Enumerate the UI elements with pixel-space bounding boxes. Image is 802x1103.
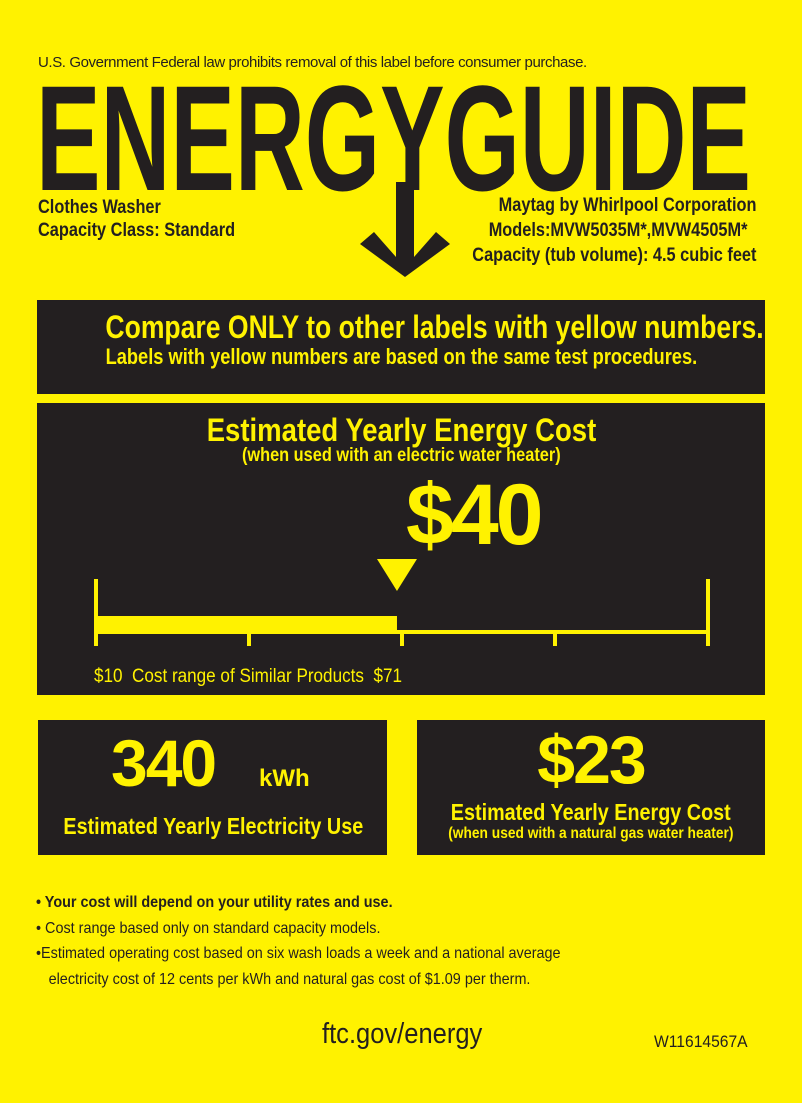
scale-line [96, 630, 708, 634]
scale-tick [553, 633, 557, 646]
gas-cost-box: $23 Estimated Yearly Energy Cost (when u… [417, 720, 765, 855]
compare-line2: Labels with yellow numbers are based on … [105, 344, 697, 369]
gas-cost-subtitle: (when used with a natural gas water heat… [448, 825, 734, 842]
kwh-unit: kWh [259, 765, 310, 792]
capacity-class: Capacity Class: Standard [38, 220, 236, 241]
electricity-box: 340 kWh Estimated Yearly Electricity Use [38, 720, 387, 855]
range-min-label: $10 [94, 666, 123, 687]
main-cost-box: Estimated Yearly Energy Cost (when used … [37, 403, 765, 695]
label-code: W11614567A [654, 1032, 748, 1051]
compare-line1: Compare ONLY to other labels with yellow… [105, 309, 764, 345]
arrow-down-icon [360, 182, 450, 277]
cost-marker-triangle [376, 559, 417, 591]
scale-end-min [94, 579, 98, 646]
note-2: • Cost range based only on standard capa… [36, 919, 381, 937]
gas-cost-value: $23 [537, 722, 646, 798]
main-cost-title: Estimated Yearly Energy Cost [206, 412, 596, 448]
models: Models:MVW5035M*,MVW4505M* [488, 220, 747, 241]
note-3: •Estimated operating cost based on six w… [36, 945, 561, 962]
cost-range-scale [94, 559, 710, 646]
scale-fill [96, 616, 397, 633]
kwh-value: 340 [111, 726, 217, 800]
compare-box: Compare ONLY to other labels with yellow… [37, 300, 765, 394]
manufacturer: Maytag by Whirlpool Corporation [498, 195, 756, 216]
electricity-label: Estimated Yearly Electricity Use [63, 813, 364, 839]
note-4: electricity cost of 12 cents per kWh and… [48, 970, 531, 988]
range-label: Cost range of Similar Products [132, 666, 364, 687]
scale-tick [247, 633, 251, 646]
main-cost-value: $40 [406, 467, 543, 563]
ftc-url[interactable]: ftc.gov/energy [322, 1018, 483, 1050]
logo-text: ENERGYGUIDE [36, 82, 751, 222]
legal-notice: U.S. Government Federal law prohibits re… [38, 54, 587, 71]
scale-end-max [706, 579, 710, 646]
gas-cost-title: Estimated Yearly Energy Cost [451, 799, 731, 825]
product-type: Clothes Washer [38, 197, 161, 218]
range-max-label: $71 [373, 666, 402, 687]
main-cost-subtitle: (when used with an electric water heater… [241, 445, 561, 466]
scale-tick [400, 633, 404, 646]
capacity: Capacity (tub volume): 4.5 cubic feet [471, 245, 756, 266]
note-1: • Your cost will depend on your utility … [36, 894, 393, 911]
energyguide-logo: ENERGYGUIDE [36, 82, 751, 277]
